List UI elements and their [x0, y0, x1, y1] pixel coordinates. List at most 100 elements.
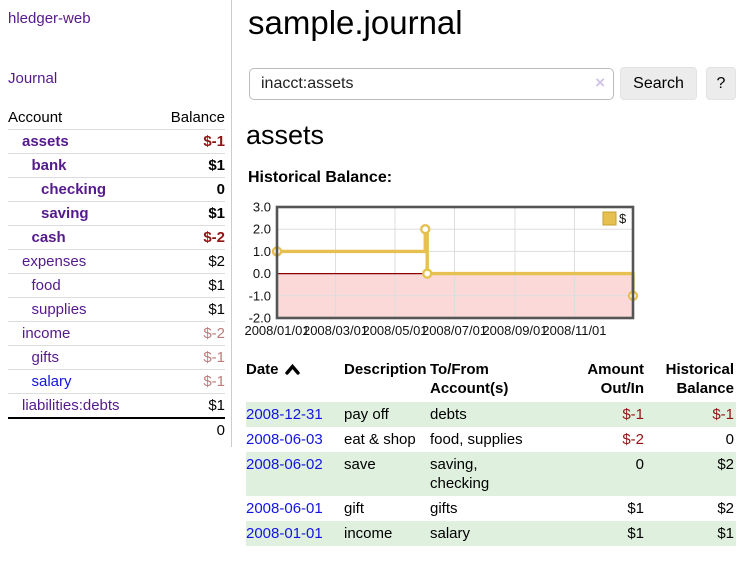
svg-text:2.0: 2.0	[253, 222, 271, 237]
page-title: sample.journal	[248, 4, 463, 41]
register-cell-description: income	[344, 525, 393, 542]
sidebar-account-saving[interactable]: saving	[41, 205, 89, 222]
register-cell-amount: 0	[635, 456, 644, 473]
register-date-link[interactable]: 2008-06-03	[246, 431, 323, 448]
accounts-header-account: Account	[8, 109, 63, 126]
svg-text:2008/05/01: 2008/05/01	[362, 323, 427, 338]
chart-label: Historical Balance:	[248, 169, 393, 186]
register-row: 2008-01-01 income salary $1 $1	[246, 521, 736, 546]
historical-balance-chart: $3.0 2.0 1.0 0.0 -1.0 -2.02008/01/012008/03/0…	[244, 200, 639, 338]
register-row: 2008-12-31 pay off debts $-1 $-1	[246, 402, 736, 427]
register-date-link[interactable]: 2008-06-02	[246, 456, 323, 473]
sidebar-account-supplies[interactable]: supplies	[31, 301, 87, 318]
register-cell-description: save	[344, 456, 376, 473]
account-row: assets $-1	[8, 129, 225, 154]
register-header-amount: Amount Out/In	[587, 361, 644, 397]
account-row: supplies $1	[8, 297, 225, 322]
sidebar-account-checking[interactable]: checking	[41, 181, 107, 198]
svg-text:-2.0: -2.0	[249, 311, 271, 326]
register-header-tofrom: To/From Account(s)	[430, 361, 509, 397]
register-cell-accounts: saving, checking	[430, 456, 490, 492]
register-header-historical: Historical Balance	[665, 361, 734, 397]
account-row: saving $1	[8, 201, 225, 226]
account-balance: $1	[154, 273, 225, 298]
account-row: bank $1	[8, 153, 225, 178]
register-cell-accounts: food, supplies	[430, 431, 523, 448]
account-balance: $-2	[154, 321, 225, 346]
register-cell-description: gift	[344, 500, 365, 517]
svg-text:2008/03/01: 2008/03/01	[303, 323, 368, 338]
main-content: sample.journal × Search ? assets Histori…	[244, 0, 742, 582]
sidebar: hledger-web Journal Account Balance assets…	[0, 0, 232, 447]
search-input[interactable]	[249, 68, 614, 100]
sort-asc-icon	[284, 364, 300, 375]
register-date-link[interactable]: 2008-06-01	[246, 500, 323, 517]
account-balance: $-2	[154, 225, 225, 250]
account-balance: $1	[154, 297, 225, 322]
sidebar-account-expenses[interactable]: expenses	[22, 253, 87, 270]
accounts-total-row: 0	[8, 417, 225, 442]
account-balance: $1	[154, 393, 225, 418]
svg-text:2008/01/01: 2008/01/01	[244, 323, 309, 338]
accounts-total-value: 0	[154, 417, 225, 442]
help-button[interactable]: ?	[706, 67, 736, 100]
clear-search-icon[interactable]: ×	[595, 73, 605, 92]
register-cell-balance: $-1	[712, 406, 734, 423]
register-cell-amount: $1	[627, 525, 644, 542]
register-header-description: Description	[344, 361, 427, 378]
account-balance: $2	[154, 249, 225, 274]
account-balance: 0	[154, 177, 225, 202]
register-cell-balance: $1	[717, 525, 734, 542]
account-row: gifts $-1	[8, 345, 225, 370]
svg-text:3.0: 3.0	[253, 200, 271, 215]
sidebar-account-liabilities-debts[interactable]: liabilities:debts	[22, 397, 120, 414]
account-row: cash $-2	[8, 225, 225, 250]
account-row: liabilities:debts $1	[8, 393, 225, 418]
register-cell-amount: $-1	[622, 406, 644, 423]
register-header-date[interactable]: Date	[246, 357, 344, 402]
account-balance: $1	[154, 153, 225, 178]
sidebar-account-bank[interactable]: bank	[31, 157, 67, 174]
sidebar-account-cash[interactable]: cash	[31, 229, 66, 246]
register-cell-amount: $1	[627, 500, 644, 517]
register-cell-accounts: salary	[430, 525, 471, 542]
register-cell-balance: $2	[717, 500, 734, 517]
account-title: assets	[246, 120, 325, 150]
sidebar-account-food[interactable]: food	[31, 277, 61, 294]
register-cell-accounts: debts	[430, 406, 467, 423]
register-cell-balance: 0	[725, 431, 734, 448]
account-balance: $-1	[154, 369, 225, 394]
register-row: 2008-06-01 gift gifts $1 $2	[246, 496, 736, 521]
account-balance: $1	[154, 201, 225, 226]
register-date-link[interactable]: 2008-12-31	[246, 406, 323, 423]
register-date-link[interactable]: 2008-01-01	[246, 525, 323, 542]
svg-text:0.0: 0.0	[253, 266, 271, 281]
accounts-header-balance: Balance	[170, 109, 225, 126]
svg-text:$: $	[619, 211, 627, 226]
account-balance: $-1	[154, 345, 225, 370]
sidebar-account-salary[interactable]: salary	[31, 373, 72, 390]
svg-text:2008/11/01: 2008/11/01	[542, 323, 606, 338]
account-balance: $-1	[154, 129, 225, 154]
register-cell-amount: $-2	[622, 431, 644, 448]
account-row: income $-2	[8, 321, 225, 346]
accounts-table: Account Balance assets $-1 bank $1 checking 0 sa…	[8, 106, 225, 442]
search-button[interactable]: Search	[620, 67, 697, 100]
register-table: Date Description To/From Account(s) Amount …	[246, 357, 736, 546]
sidebar-account-assets[interactable]: assets	[22, 133, 69, 150]
sidebar-account-income[interactable]: income	[22, 325, 71, 342]
account-row: salary $-1	[8, 369, 225, 394]
app-brand-link[interactable]: hledger-web	[8, 10, 91, 27]
search-bar: ×	[249, 68, 614, 100]
sidebar-account-gifts[interactable]: gifts	[31, 349, 60, 366]
journal-nav-link[interactable]: Journal	[8, 70, 58, 87]
register-cell-description: pay off	[344, 406, 389, 423]
register-cell-balance: $2	[717, 456, 734, 473]
svg-text:-1.0: -1.0	[249, 288, 271, 303]
account-row: expenses $2	[8, 249, 225, 274]
svg-text:2008/07/01: 2008/07/01	[422, 323, 487, 338]
svg-text:1.0: 1.0	[253, 244, 271, 259]
svg-text:2008/09/01: 2008/09/01	[482, 323, 547, 338]
account-row: food $1	[8, 273, 225, 298]
account-row: checking 0	[8, 177, 225, 202]
